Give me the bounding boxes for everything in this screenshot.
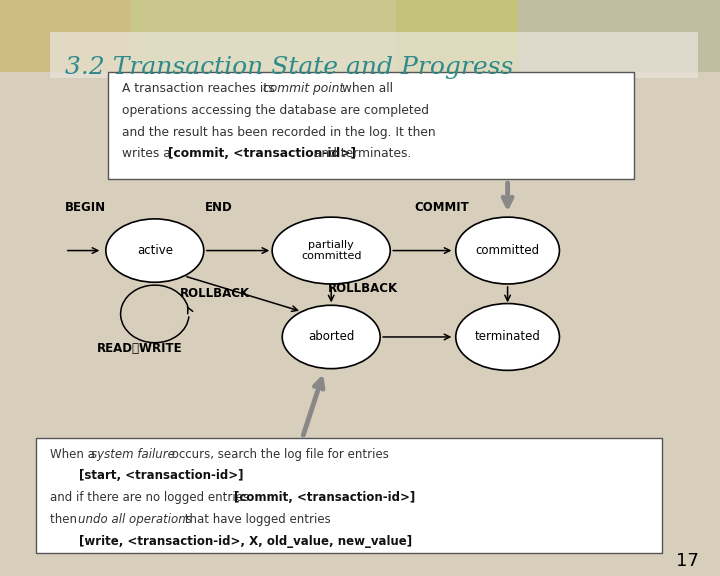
Ellipse shape xyxy=(456,304,559,370)
FancyBboxPatch shape xyxy=(518,0,720,72)
Text: ROLLBACK: ROLLBACK xyxy=(328,282,397,294)
Text: partially
committed: partially committed xyxy=(301,240,361,261)
Text: ROLLBACK: ROLLBACK xyxy=(180,287,250,300)
FancyBboxPatch shape xyxy=(396,0,518,72)
Text: 17: 17 xyxy=(675,552,698,570)
Text: [write, <transaction-id>, X, old_value, new_value]: [write, <transaction-id>, X, old_value, … xyxy=(79,535,413,548)
FancyBboxPatch shape xyxy=(36,438,662,553)
Text: BEGIN: BEGIN xyxy=(65,201,106,214)
Text: 3.2 Transaction State and Progress: 3.2 Transaction State and Progress xyxy=(65,56,513,79)
Text: and the result has been recorded in the log. It then: and the result has been recorded in the … xyxy=(122,126,436,139)
FancyArrowPatch shape xyxy=(503,183,512,206)
FancyArrowPatch shape xyxy=(383,334,450,340)
Text: active: active xyxy=(137,244,173,257)
FancyBboxPatch shape xyxy=(0,0,720,72)
FancyBboxPatch shape xyxy=(50,32,698,78)
FancyBboxPatch shape xyxy=(0,0,130,72)
FancyBboxPatch shape xyxy=(108,72,634,179)
Text: system failure: system failure xyxy=(91,448,174,461)
Text: terminated: terminated xyxy=(474,331,541,343)
Text: occurs, search the log file for entries: occurs, search the log file for entries xyxy=(168,448,389,461)
Text: writes a: writes a xyxy=(122,147,175,161)
Ellipse shape xyxy=(106,219,204,282)
Text: END: END xyxy=(205,201,233,214)
Text: [commit, <transaction-id>]: [commit, <transaction-id>] xyxy=(234,491,415,505)
Text: When a: When a xyxy=(50,448,99,461)
Text: [commit, <transaction-id>]: [commit, <transaction-id>] xyxy=(168,147,356,161)
Text: A transaction reaches its: A transaction reaches its xyxy=(122,82,279,95)
Text: and terminates.: and terminates. xyxy=(310,147,412,161)
Ellipse shape xyxy=(456,217,559,284)
Text: commit point: commit point xyxy=(263,82,344,95)
Text: operations accessing the database are completed: operations accessing the database are co… xyxy=(122,104,429,117)
Text: undo all operations: undo all operations xyxy=(78,513,192,526)
Text: aborted: aborted xyxy=(308,331,354,343)
Text: and if there are no logged entries: and if there are no logged entries xyxy=(50,491,253,505)
Ellipse shape xyxy=(272,217,390,284)
Ellipse shape xyxy=(282,305,380,369)
Text: [start, <transaction-id>]: [start, <transaction-id>] xyxy=(79,469,243,483)
FancyArrowPatch shape xyxy=(186,276,297,312)
FancyArrowPatch shape xyxy=(328,287,334,301)
Text: READ、WRITE: READ、WRITE xyxy=(97,342,183,355)
FancyArrowPatch shape xyxy=(393,248,450,253)
Text: that have logged entries: that have logged entries xyxy=(181,513,331,526)
FancyArrowPatch shape xyxy=(68,248,98,253)
FancyBboxPatch shape xyxy=(130,0,396,72)
FancyArrowPatch shape xyxy=(207,248,268,253)
Text: then: then xyxy=(50,513,81,526)
FancyArrowPatch shape xyxy=(187,307,193,314)
FancyArrowPatch shape xyxy=(505,287,510,301)
FancyArrowPatch shape xyxy=(303,380,323,435)
Text: when all: when all xyxy=(338,82,392,95)
Text: committed: committed xyxy=(475,244,540,257)
Text: COMMIT: COMMIT xyxy=(414,201,469,214)
